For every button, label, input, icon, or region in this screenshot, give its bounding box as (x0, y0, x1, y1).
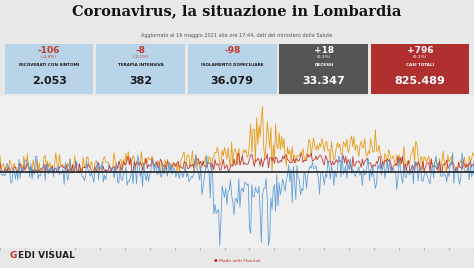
Text: -98: -98 (224, 46, 240, 55)
Text: ISOLAMENTO DOMICILIARE: ISOLAMENTO DOMICILIARE (201, 63, 264, 67)
Text: DECESSI: DECESSI (314, 63, 334, 67)
Text: (0,1%): (0,1%) (317, 55, 331, 59)
Text: EDI VISUAL: EDI VISUAL (18, 251, 75, 260)
Text: 825.489: 825.489 (395, 76, 446, 86)
Text: +796: +796 (407, 46, 434, 55)
Text: (0,1%): (0,1%) (413, 55, 428, 59)
Text: (-4,9%): (-4,9%) (41, 55, 57, 59)
Text: Aggiornato al 16 maggio 2021 alle ore 17:44, dati del ministero della Salute: Aggiornato al 16 maggio 2021 alle ore 17… (141, 33, 333, 38)
Text: (-2,1%): (-2,1%) (133, 55, 149, 59)
Text: ● Made with Flourish: ● Made with Flourish (214, 259, 260, 263)
FancyBboxPatch shape (371, 44, 469, 94)
Text: RICOVERATI CON SINTOMI: RICOVERATI CON SINTOMI (19, 63, 79, 67)
Text: -8: -8 (136, 46, 146, 55)
FancyBboxPatch shape (5, 44, 93, 94)
Text: -106: -106 (38, 46, 60, 55)
Text: Coronavirus, la situazione in Lombardia: Coronavirus, la situazione in Lombardia (73, 5, 401, 19)
FancyBboxPatch shape (96, 44, 185, 94)
Text: +18: +18 (314, 46, 334, 55)
Text: 2.053: 2.053 (32, 76, 66, 86)
Text: CASI TOTALI: CASI TOTALI (406, 63, 434, 67)
Text: 33.347: 33.347 (302, 76, 345, 86)
Text: 382: 382 (129, 76, 152, 86)
Text: 36.079: 36.079 (211, 76, 254, 86)
FancyBboxPatch shape (188, 44, 277, 94)
Text: G: G (9, 251, 17, 260)
FancyBboxPatch shape (280, 44, 368, 94)
Text: TERAPIA INTENSIVA: TERAPIA INTENSIVA (118, 63, 164, 67)
